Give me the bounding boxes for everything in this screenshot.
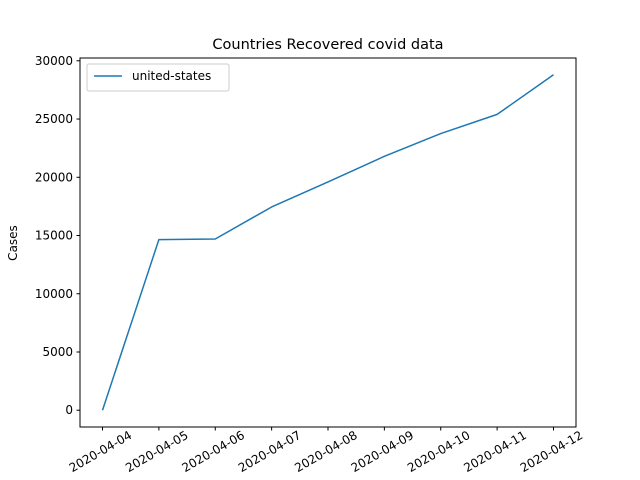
series-line-united-states xyxy=(101,74,554,411)
legend: united-states xyxy=(86,63,230,92)
y-tick-label: 10000 xyxy=(35,287,73,301)
plot-frame xyxy=(79,57,577,428)
y-axis-ticks: 0 5000 10000 15000 20000 25000 30000 xyxy=(35,54,80,417)
y-tick-label: 30000 xyxy=(35,54,73,68)
y-tick-label: 20000 xyxy=(35,170,73,184)
y-axis-label: Cases xyxy=(6,225,20,261)
y-tick-label: 25000 xyxy=(35,112,73,126)
y-tick-label: 15000 xyxy=(35,229,73,243)
legend-box xyxy=(86,63,230,92)
y-tick-label: 5000 xyxy=(42,345,73,359)
series-layer xyxy=(101,74,554,411)
chart-title: Countries Recovered covid data xyxy=(212,37,443,53)
y-tick-label: 0 xyxy=(65,403,73,417)
legend-label-united-states: united-states xyxy=(132,69,211,83)
